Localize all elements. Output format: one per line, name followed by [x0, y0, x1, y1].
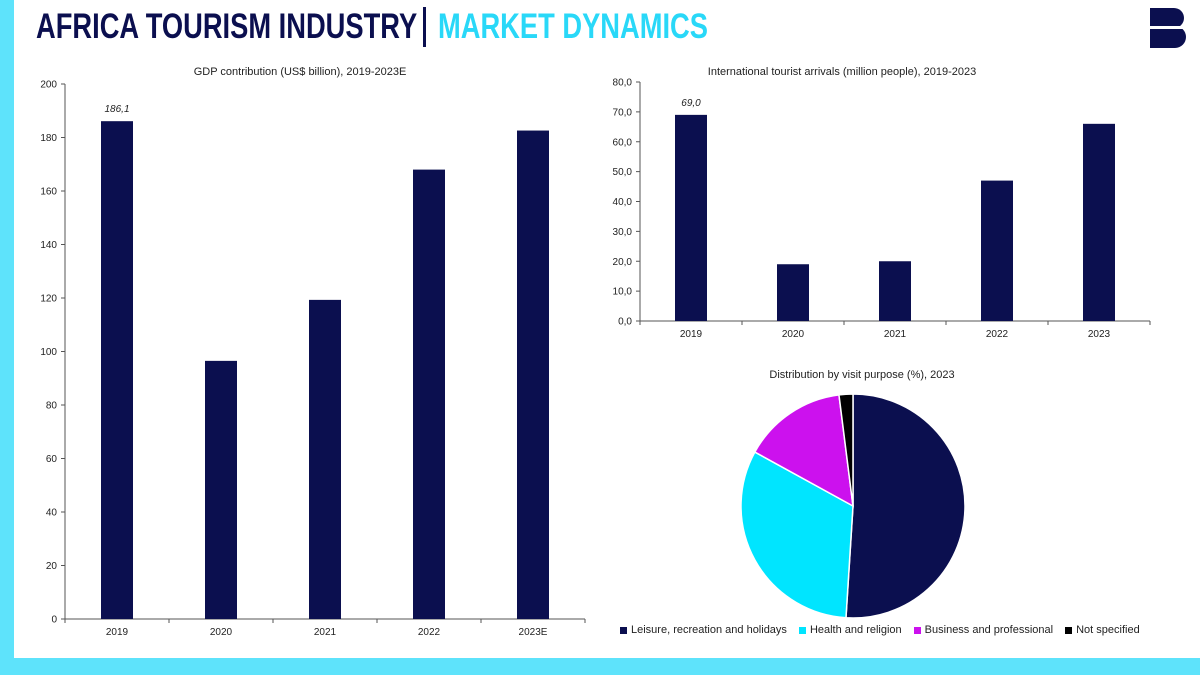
y-tick-label: 0,0	[618, 317, 632, 328]
y-tick-label: 60,0	[613, 137, 633, 148]
legend-item: Leisure, recreation and holidays	[620, 624, 787, 636]
bar-2022	[981, 180, 1013, 321]
y-tick-label: 80,0	[613, 78, 633, 89]
y-tick-label: 0	[51, 615, 57, 626]
bar-2022	[413, 169, 445, 619]
bar-2019	[675, 114, 707, 321]
chart-title: Distribution by visit purpose (%), 2023	[769, 369, 954, 381]
bar-2019	[101, 121, 133, 620]
y-tick-label: 40	[46, 508, 58, 519]
legend-item: Not specified	[1065, 624, 1140, 636]
bar-2021	[309, 299, 341, 619]
x-tick-label: 2021	[884, 329, 907, 340]
x-tick-label: 2020	[782, 329, 805, 340]
legend-swatch	[620, 626, 627, 634]
legend-swatch	[798, 626, 806, 634]
x-tick-label: 2021	[314, 627, 337, 638]
y-tick-label: 200	[40, 80, 57, 91]
x-tick-label: 2019	[106, 627, 129, 638]
x-tick-label: 2022	[418, 627, 441, 638]
bar-2023	[1083, 123, 1115, 321]
legend-label: Health and religion	[809, 624, 902, 636]
pie-slice-leisure-recreation-and-holidays	[845, 393, 966, 619]
x-tick-label: 2023	[1088, 329, 1111, 340]
bottom-accent-bar	[0, 658, 1200, 675]
x-tick-label: 2019	[680, 329, 703, 340]
y-tick-label: 160	[40, 187, 57, 198]
y-tick-label: 140	[40, 240, 57, 251]
legend-swatch	[1065, 626, 1073, 634]
legend-label: Leisure, recreation and holidays	[631, 624, 787, 636]
y-tick-label: 40,0	[613, 197, 633, 208]
x-tick-label: 2023E	[519, 627, 548, 638]
pie-slice-not-specified	[838, 393, 854, 507]
bar-2020	[205, 360, 237, 619]
x-tick-label: 2020	[210, 627, 233, 638]
x-tick-label: 2022	[986, 329, 1009, 340]
purpose-chart: Distribution by visit purpose (%), 2023	[740, 369, 966, 619]
pie-slice-business-and-professional	[753, 394, 854, 508]
bar-2020	[777, 264, 809, 321]
data-label: 69,0	[681, 98, 701, 109]
bar-2021	[879, 261, 911, 321]
pie-slice-health-and-religion	[740, 451, 854, 619]
legend-swatch	[913, 626, 921, 634]
legend-item: Health and religion	[798, 624, 902, 636]
chart-title: GDP contribution (US$ billion), 2019-202…	[194, 66, 407, 78]
y-tick-label: 100	[40, 347, 57, 358]
purpose-legend: Leisure, recreation and holidays Health a…	[620, 624, 1160, 636]
page-subtitle: MARKET DYNAMICS	[437, 7, 708, 46]
y-tick-label: 30,0	[613, 227, 633, 238]
legend-item: Business and professional	[913, 624, 1054, 636]
gdp-chart: GDP contribution (US$ billion), 2019-202…	[40, 66, 586, 638]
y-tick-label: 120	[40, 294, 57, 305]
y-tick-label: 70,0	[613, 107, 633, 118]
left-accent-bar	[0, 0, 14, 675]
legend-label: Not specified	[1076, 624, 1140, 636]
arrivals-chart: International tourist arrivals (million …	[613, 66, 1151, 340]
legend-label: Business and professional	[924, 624, 1054, 636]
y-tick-label: 80	[46, 401, 58, 412]
y-tick-label: 20	[46, 561, 58, 572]
page-title: AFRICA TOURISM INDUSTRY	[36, 7, 418, 46]
y-tick-label: 50,0	[613, 167, 633, 178]
y-tick-label: 60	[46, 454, 58, 465]
chart-title: International tourist arrivals (million …	[708, 66, 976, 78]
title-separator	[422, 7, 426, 47]
y-tick-label: 180	[40, 133, 57, 144]
y-tick-label: 10,0	[613, 287, 633, 298]
brand-logo-icon: B	[1150, 8, 1186, 48]
slide-header: AFRICA TOURISM INDUSTRY MARKET DYNAMICS	[36, 4, 784, 50]
y-tick-label: 20,0	[613, 257, 633, 268]
data-label: 186,1	[104, 104, 129, 115]
bar-2023E	[517, 130, 549, 620]
